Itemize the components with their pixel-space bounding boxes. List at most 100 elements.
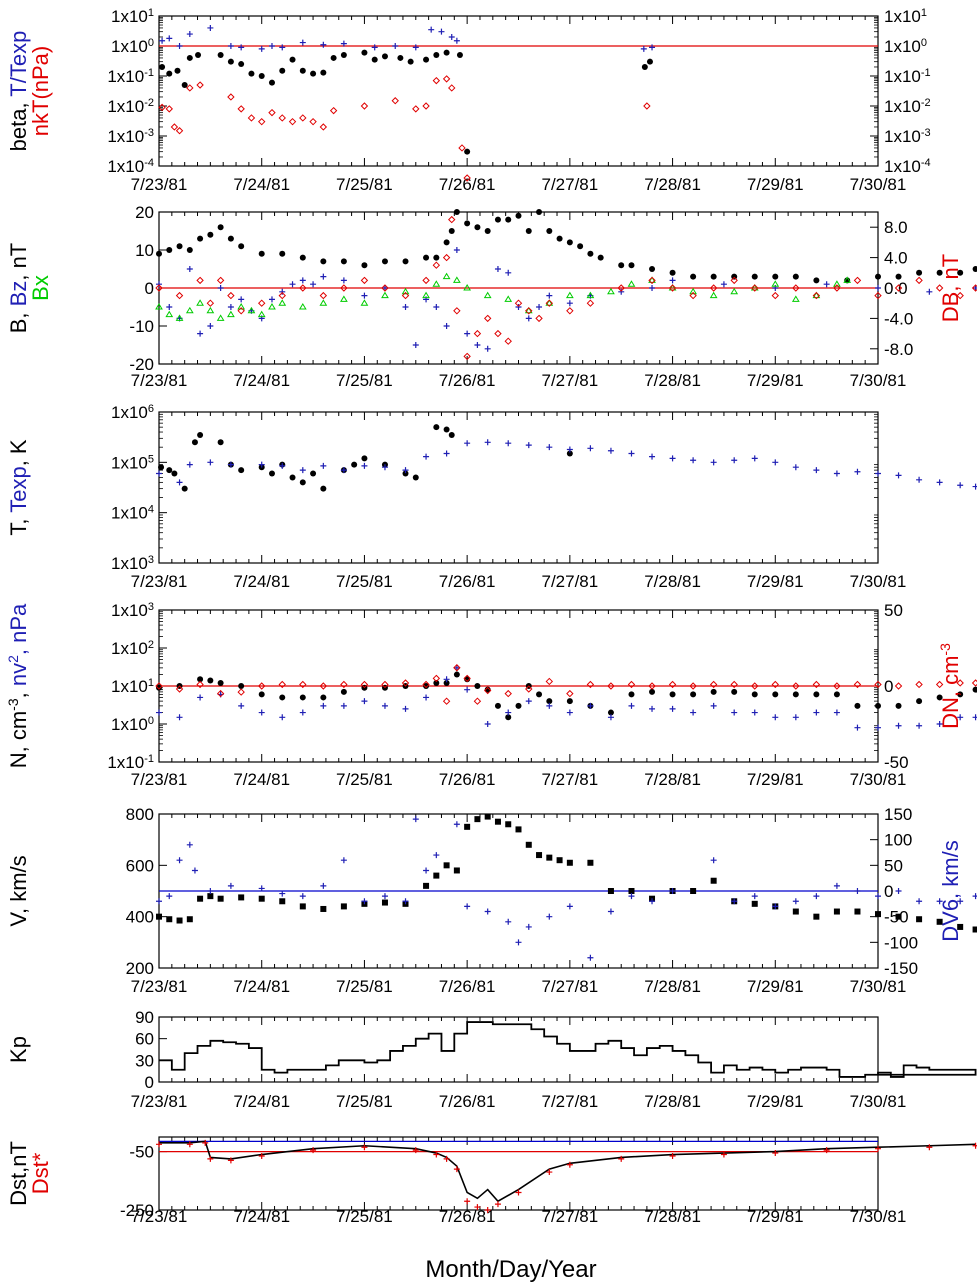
data-point bbox=[381, 258, 388, 265]
data-point bbox=[181, 485, 188, 492]
data-point bbox=[751, 900, 758, 907]
y2-tick-label: 50 bbox=[884, 856, 903, 875]
data-point bbox=[464, 676, 471, 683]
y2-tick-label: -50 bbox=[884, 753, 909, 772]
data-point bbox=[340, 680, 348, 689]
y-tick-label: 90 bbox=[135, 1008, 154, 1027]
y-axis-title-line1-part: 2 bbox=[5, 655, 21, 663]
data-point bbox=[895, 888, 902, 894]
data-point bbox=[971, 679, 977, 687]
y-tick-label-mant: 1x10 bbox=[111, 453, 148, 472]
data-point bbox=[166, 467, 173, 474]
data-point bbox=[319, 682, 328, 690]
y-axis-title-line2-part: Bx bbox=[28, 275, 53, 301]
y-tick-label-exp: 4 bbox=[148, 504, 154, 516]
data-point bbox=[299, 277, 306, 284]
data-point bbox=[278, 291, 286, 300]
data-point bbox=[176, 714, 183, 721]
data-point bbox=[710, 459, 717, 466]
data-point bbox=[515, 1189, 522, 1196]
y-tick-label-mant: 1x10 bbox=[111, 715, 148, 734]
data-point bbox=[546, 228, 553, 234]
data-point bbox=[751, 893, 758, 900]
data-point bbox=[340, 284, 348, 292]
data-point bbox=[972, 1142, 977, 1149]
data-point bbox=[453, 671, 460, 678]
date-tick-label: 7/24/81 bbox=[233, 572, 290, 591]
data-point bbox=[772, 903, 779, 910]
y-axis-title-line2: nkT(nPa) bbox=[28, 46, 53, 136]
data-point bbox=[618, 262, 625, 269]
y-tick-label: 800 bbox=[126, 805, 154, 824]
data-point bbox=[238, 467, 245, 474]
data-point bbox=[690, 709, 697, 716]
data-point bbox=[916, 898, 923, 905]
data-point bbox=[171, 470, 178, 477]
data-point bbox=[159, 63, 166, 70]
y-axis-title-2: Bx bbox=[28, 275, 53, 301]
data-point bbox=[586, 680, 595, 689]
data-point bbox=[772, 691, 779, 698]
panel-kp: 7/23/81 7/24/81 7/25/81 7/26/81 7/27/81 7/28/… bbox=[6, 1008, 977, 1111]
data-point bbox=[453, 664, 461, 672]
data-point bbox=[423, 453, 430, 460]
data-point bbox=[186, 461, 193, 468]
y2-tick-label-exp: -2 bbox=[921, 97, 931, 109]
data-point bbox=[618, 288, 625, 295]
data-point bbox=[525, 315, 532, 322]
date-tick-label: 7/29/81 bbox=[747, 1207, 804, 1226]
date-tick-label: 7/30/81 bbox=[850, 1092, 907, 1111]
date-tick-label: 7/26/81 bbox=[439, 371, 496, 390]
data-point bbox=[916, 698, 923, 705]
data-point bbox=[771, 291, 779, 300]
data-point bbox=[186, 916, 193, 923]
data-point bbox=[566, 450, 573, 457]
data-point bbox=[237, 303, 246, 310]
data-point bbox=[165, 310, 174, 318]
data-point bbox=[504, 337, 512, 345]
data-point bbox=[158, 103, 166, 112]
data-point bbox=[432, 674, 441, 683]
y2-axis-title-line: DV6, km/s bbox=[938, 840, 963, 941]
date-tick-label: 7/26/81 bbox=[439, 977, 496, 996]
data-point bbox=[227, 235, 234, 242]
y2-axis-title: DV6, km/s bbox=[938, 840, 963, 941]
date-tick-label: 7/23/81 bbox=[131, 1092, 188, 1111]
data-point bbox=[813, 893, 820, 900]
data-point bbox=[936, 918, 943, 925]
data-point bbox=[936, 269, 943, 276]
y-axis-title-line1-part: B, bbox=[6, 306, 31, 333]
date-tick-label: 7/25/81 bbox=[336, 371, 393, 390]
y-axis-title-line1: beta, T/Texp bbox=[6, 31, 31, 152]
y-tick-label: 1x101 bbox=[111, 677, 154, 696]
data-point bbox=[751, 682, 759, 690]
data-point bbox=[874, 680, 882, 689]
data-point bbox=[971, 284, 977, 292]
y-tick-label-mant: 1x10 bbox=[111, 554, 148, 573]
y-axis-title-2: Dst* bbox=[28, 1152, 53, 1194]
y-axis-title: V, km/s bbox=[6, 855, 31, 926]
date-tick-label: 7/25/81 bbox=[336, 572, 393, 591]
data-point bbox=[895, 913, 902, 920]
data-point bbox=[772, 273, 779, 280]
y-tick-label: 20 bbox=[135, 203, 154, 222]
data-point bbox=[268, 79, 275, 86]
data-point bbox=[166, 304, 173, 310]
data-point bbox=[813, 277, 820, 284]
data-point bbox=[494, 216, 501, 223]
series-black bbox=[156, 813, 977, 933]
y2-tick-label-exp: 1 bbox=[921, 7, 927, 19]
y-tick-label-exp: 1 bbox=[148, 7, 154, 19]
data-point bbox=[668, 284, 677, 291]
data-point bbox=[473, 697, 482, 705]
data-point bbox=[156, 709, 162, 716]
y2-tick-label-exp: -3 bbox=[921, 127, 931, 139]
data-point bbox=[176, 479, 183, 486]
data-point bbox=[453, 209, 460, 215]
series-blue bbox=[159, 24, 656, 52]
data-point bbox=[422, 291, 430, 299]
data-point bbox=[279, 462, 286, 469]
data-point bbox=[197, 431, 204, 438]
y-tick-label-exp: 5 bbox=[148, 453, 154, 465]
data-point bbox=[916, 269, 923, 276]
